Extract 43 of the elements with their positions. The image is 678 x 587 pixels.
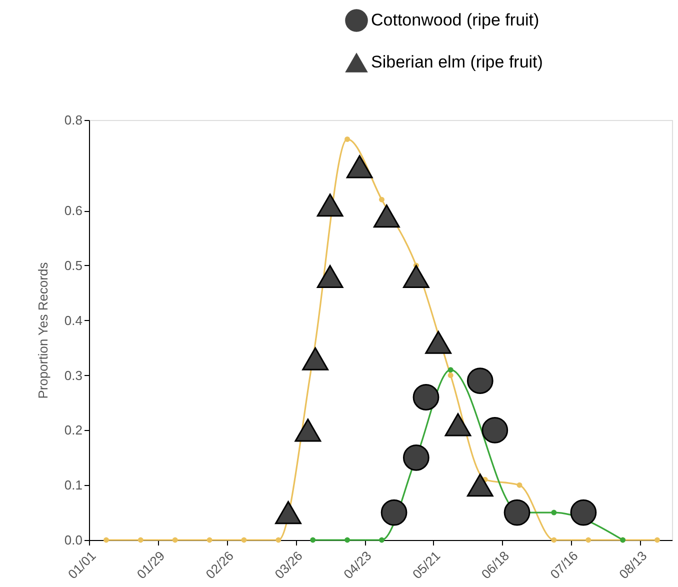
y-tick-label: 0.2 <box>64 422 82 438</box>
point <box>444 413 472 436</box>
point <box>448 372 454 378</box>
y-tick-label: 0.6 <box>64 203 82 218</box>
legend-label: Cottonwood (ripe fruit) <box>371 10 540 30</box>
point <box>310 537 316 543</box>
point <box>294 418 322 442</box>
point <box>448 367 454 373</box>
point <box>402 264 430 288</box>
legend-label: Siberian elm (ripe fruit) <box>371 52 543 72</box>
point <box>276 537 282 543</box>
y-axis-title: Proportion Yes Records <box>35 262 50 399</box>
point <box>570 499 597 526</box>
point <box>302 347 329 370</box>
point <box>516 482 522 488</box>
point <box>378 196 384 202</box>
point <box>504 499 530 526</box>
y-tick-label: 0.0 <box>64 532 82 548</box>
point <box>551 510 557 516</box>
point <box>654 537 660 543</box>
point <box>378 537 384 543</box>
y-tick-label: 0.5 <box>64 258 82 273</box>
point <box>346 155 373 178</box>
point <box>402 444 430 471</box>
point <box>586 537 592 543</box>
point <box>275 501 302 524</box>
point <box>466 474 494 497</box>
point <box>241 537 247 543</box>
point <box>482 417 508 444</box>
point <box>412 384 440 410</box>
point <box>551 537 557 543</box>
point <box>466 368 494 394</box>
point <box>380 499 408 526</box>
point <box>373 204 400 228</box>
y-tick-label: 0.8 <box>64 112 82 128</box>
point <box>316 194 344 217</box>
y-tick-label: 0.4 <box>64 312 82 328</box>
point <box>425 330 452 354</box>
point <box>344 537 350 543</box>
y-tick-label: 0.3 <box>64 368 82 383</box>
point <box>316 264 344 288</box>
point <box>344 136 350 142</box>
y-tick-label: 0.1 <box>64 478 82 493</box>
